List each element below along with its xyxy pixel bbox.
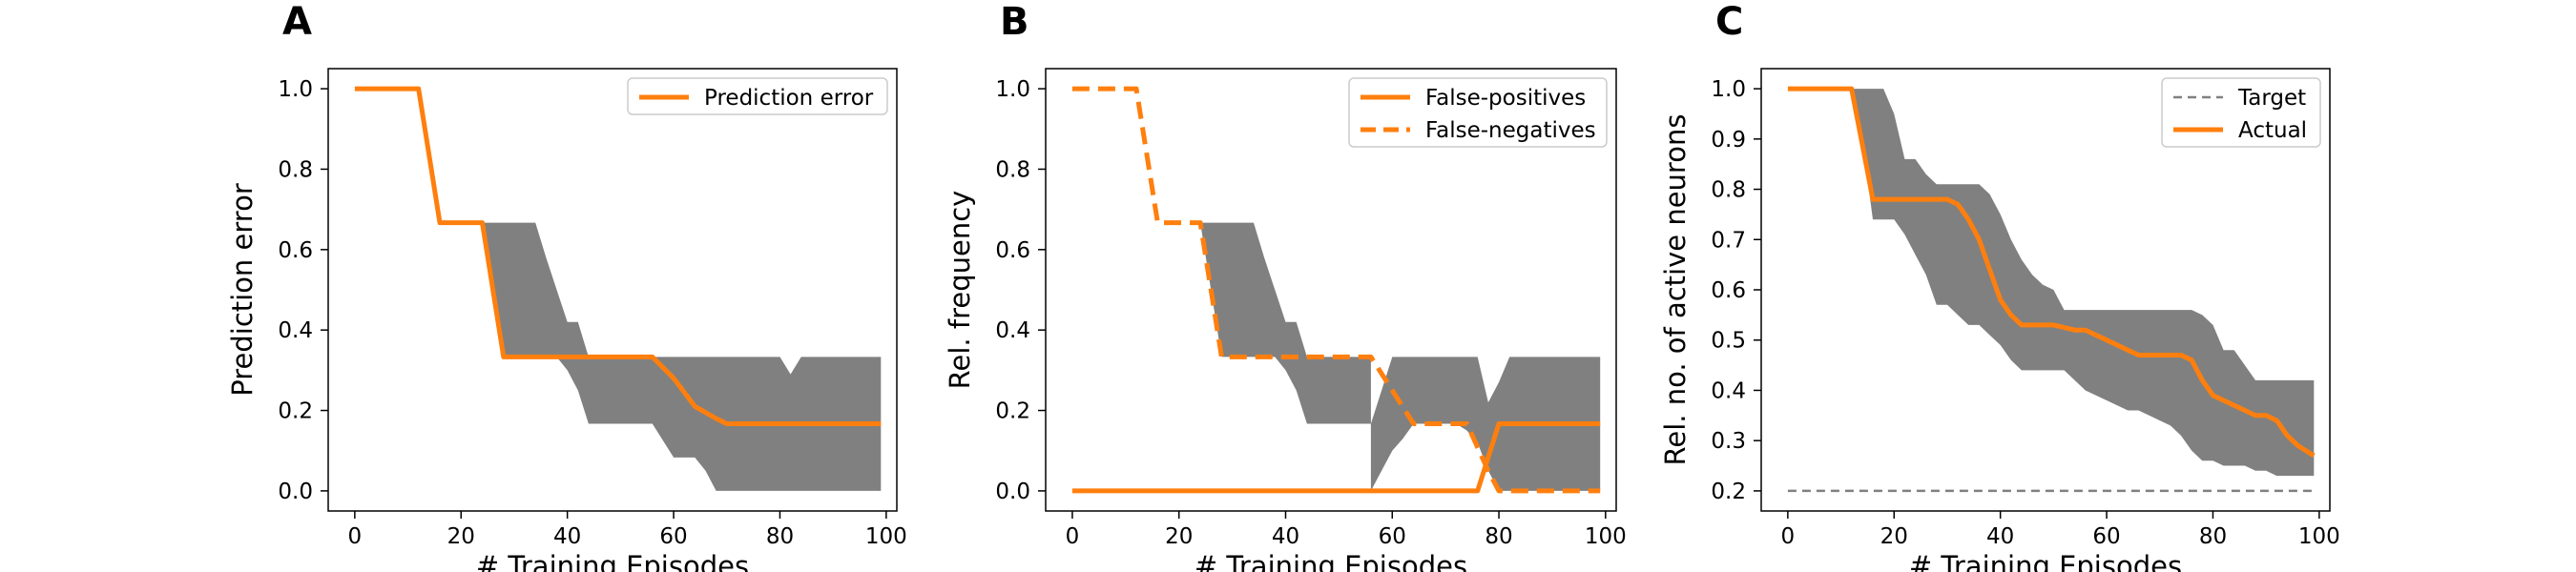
y-tick-label: 0.4 — [995, 318, 1030, 343]
x-tick-label: 100 — [1585, 524, 1627, 549]
legend: False-positives False-negatives — [1348, 77, 1608, 148]
axes-frame — [327, 68, 898, 512]
y-tick-label: 0.6 — [995, 238, 1030, 263]
x-tick-label: 40 — [1986, 524, 2014, 549]
y-tick-label: 0.6 — [278, 238, 313, 263]
x-tick-label: 60 — [659, 524, 687, 549]
panel-letter: B — [1000, 0, 1029, 44]
x-tick-label: 60 — [2092, 524, 2120, 549]
y-tick-label: 0.2 — [995, 399, 1030, 424]
y-tick-label: 0.4 — [1711, 378, 1746, 403]
y-tick-label: 0.6 — [1711, 278, 1746, 303]
legend-entry: Prediction error — [704, 86, 874, 111]
legend-entry: False-positives — [1425, 86, 1586, 111]
axes-frame — [1045, 68, 1617, 512]
panel-letter: C — [1715, 0, 1743, 44]
y-tick-label: 0.9 — [1711, 128, 1746, 153]
series-line-false-positives — [1071, 421, 1601, 494]
x-tick-label: 0 — [348, 524, 363, 549]
legend: Prediction error — [627, 77, 888, 115]
x-tick-label: 100 — [865, 524, 907, 549]
y-tick-label: 1.0 — [1711, 77, 1746, 102]
x-tick-label: 100 — [2298, 524, 2340, 549]
x-tick-label: 20 — [1165, 524, 1193, 549]
y-axis-label: Rel. frequency — [944, 191, 976, 390]
y-tick-label: 0.2 — [1711, 480, 1746, 504]
series-line-actual — [1787, 86, 2316, 459]
y-axis-label: Rel. no. of active neurons — [1659, 114, 1692, 466]
x-tick-label: 80 — [1485, 524, 1512, 549]
y-tick-label: 0.0 — [995, 480, 1030, 504]
variability-band — [1200, 222, 1371, 424]
y-tick-label: 0.8 — [995, 157, 1030, 182]
y-tick-label: 0.4 — [278, 318, 313, 343]
series-line-false-negatives — [1071, 86, 1601, 494]
panel-c: C 0 20 40 60 80 100 0.2 0.3 0.4 0.5 0.6 0.7 0.8 0.9 1.0… — [1659, 0, 2340, 572]
y-tick-label: 1.0 — [995, 77, 1030, 102]
x-axis-label: # Training Episodes — [1909, 550, 2182, 572]
y-tick-label: 1.0 — [278, 77, 313, 102]
legend: Target Actual — [2161, 77, 2321, 148]
y-tick-label: 0.7 — [1711, 228, 1746, 253]
panel-letter: A — [282, 0, 312, 44]
legend-box — [1348, 77, 1608, 148]
series-line-prediction-error — [354, 86, 882, 426]
x-tick-label: 60 — [1379, 524, 1406, 549]
x-tick-label: 20 — [1880, 524, 1908, 549]
x-tick-label: 80 — [766, 524, 794, 549]
x-axis-label: # Training Episodes — [1195, 550, 1467, 572]
y-tick-label: 0.3 — [1711, 429, 1746, 454]
y-tick-label: 0.5 — [1711, 329, 1746, 354]
variability-band — [1851, 89, 2315, 477]
y-tick-label: 0.0 — [278, 480, 313, 504]
panel-b: B 0 20 40 60 80 100 0.0 0.2 0.4 0.6 0.8 1.0 # Trainin… — [944, 0, 1627, 572]
legend-entry: False-negatives — [1425, 118, 1596, 143]
x-tick-label: 80 — [2199, 524, 2227, 549]
legend-entry: Target — [2237, 86, 2306, 111]
x-tick-label: 0 — [1066, 524, 1080, 549]
y-tick-label: 0.8 — [278, 157, 313, 182]
x-tick-label: 40 — [553, 524, 581, 549]
y-axis-label: Prediction error — [226, 183, 259, 397]
x-tick-label: 0 — [1781, 524, 1796, 549]
legend-box — [627, 77, 888, 115]
variability-band — [1370, 357, 1601, 491]
x-axis-label: # Training Episodes — [476, 550, 749, 572]
x-tick-label: 40 — [1272, 524, 1299, 549]
panel-a: A 0 20 40 60 80 100 0.0 0.2 0.4 0.6 0.8 1.0 # Trainin… — [226, 0, 907, 572]
y-tick-label: 0.2 — [278, 399, 313, 424]
legend-entry: Actual — [2238, 118, 2307, 143]
y-tick-label: 0.8 — [1711, 178, 1746, 203]
x-tick-label: 20 — [447, 524, 475, 549]
